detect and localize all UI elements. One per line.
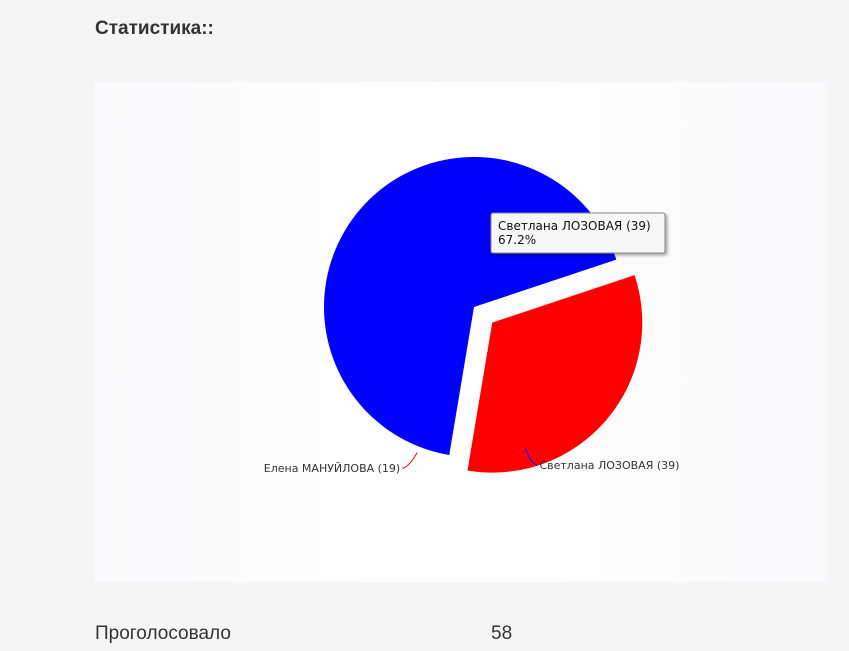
slice-connector-1 [524,447,538,466]
chart-tooltip: Светлана ЛОЗОВАЯ (39) 67.2% [490,212,666,254]
page-title: Статистика:: [95,18,214,39]
slice-label-1: Светлана ЛОЗОВАЯ (39) [539,459,679,472]
slice-label-2: Елена МАНУЙЛОВА (19) [264,462,400,475]
votes-label: Проголосовало [95,623,231,644]
slices-layer [324,157,643,473]
votes-row: Проголосовало 58 [95,623,695,647]
pie-slice-2[interactable] [467,275,643,473]
votes-count: 58 [491,623,513,644]
tooltip-box [490,212,666,254]
tooltip-line-1: Светлана ЛОЗОВАЯ (39) [498,219,651,233]
pie-chart: Светлана ЛОЗОВАЯ (39) Елена МАНУЙЛОВА (19… [264,157,679,475]
labels-layer: Светлана ЛОЗОВАЯ (39) Елена МАНУЙЛОВА (19… [264,447,679,475]
slice-connector-2 [402,452,418,469]
tooltip-line-2: 67.2% [498,233,536,247]
chart-panel: Светлана ЛОЗОВАЯ (39) Елена МАНУЙЛОВА (19… [94,82,828,582]
